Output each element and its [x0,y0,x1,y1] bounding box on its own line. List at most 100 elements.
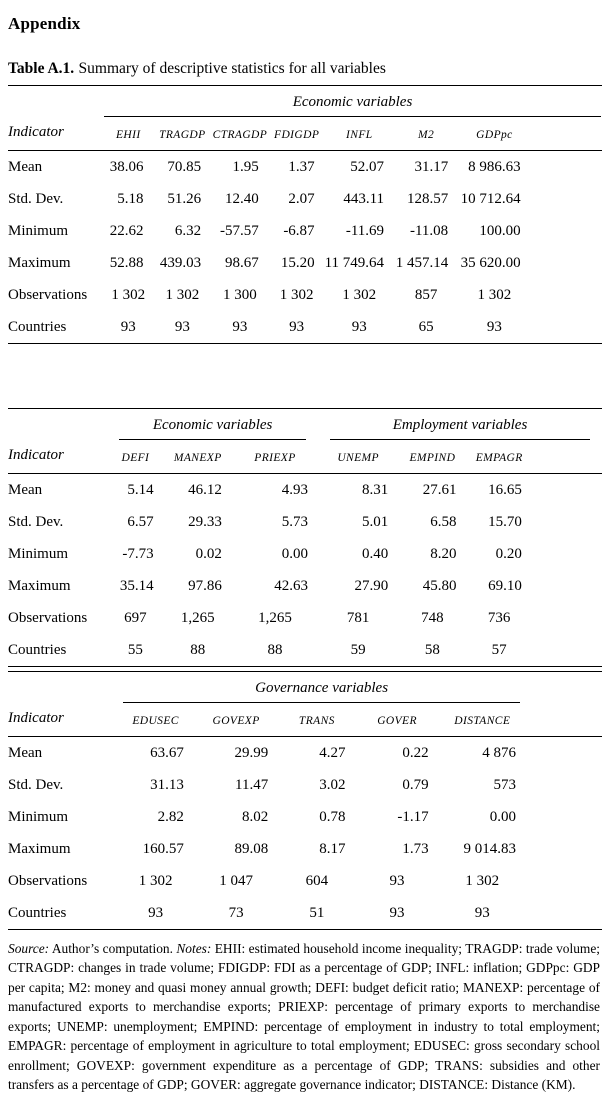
table-row: Observations 1 302 1 302 1 300 1 302 1 302 857… [8,279,602,311]
value-cell: 73 [228,904,244,921]
filler-cell [532,634,602,667]
value-cell: 89.08 [234,840,269,857]
value-cell: 42.63 [274,577,309,594]
value-cell: 9 014.83 [463,840,516,857]
indicator-column-header: Indicator [8,117,104,151]
value-cell: 55 [127,641,143,658]
group-header-row: Economic variables Employment variables [8,409,602,441]
row-label: Minimum [8,222,69,239]
filler-cell [531,183,602,215]
value-cell: 52.07 [350,158,385,175]
filler-cell [526,865,602,897]
column-header: UNEMP [318,440,399,474]
value-cell: 1 302 [138,872,173,889]
value-cell: 15.70 [488,513,522,530]
value-cell: 4 876 [482,744,516,761]
filler-cell [526,897,602,930]
indicator-column-header: Indicator [8,703,118,737]
appendix-heading: Appendix [8,14,81,33]
row-label: Mean [8,744,43,761]
table-caption-text: Summary of descriptive statistics for al… [78,60,386,77]
value-cell: 12.40 [224,190,259,207]
row-label: Minimum [8,808,69,825]
column-header: MANEXP [163,440,232,474]
value-cell: 93 [389,904,405,921]
value-cell: 128.57 [406,190,449,207]
value-cell: 93 [486,318,502,335]
value-cell: -1.17 [397,808,429,825]
value-cell: 1 300 [223,286,257,303]
filler-cell [526,833,602,865]
source-text: Author’s computation. [49,941,177,956]
value-cell: 46.12 [188,481,222,498]
value-cell: 93 [148,904,164,921]
value-cell: 697 [124,609,147,626]
value-cell: 27.61 [422,481,457,498]
column-header: TRAGDP [153,117,212,151]
value-cell: 1.37 [288,158,315,175]
value-cell: 51.26 [167,190,202,207]
value-cell: 5.73 [281,513,309,530]
value-cell: 4.27 [319,744,346,761]
value-cell: 439.03 [159,254,202,271]
column-header: EMPAGR [466,440,532,474]
value-cell: 22.62 [109,222,144,239]
value-cell: 29.33 [188,513,222,530]
indicator-column-header: Indicator [8,440,108,474]
value-cell: 45.80 [422,577,457,594]
filler-cell [531,151,602,184]
value-cell: 0.79 [402,776,429,793]
value-cell: 98.67 [224,254,259,271]
table-row: Maximum 52.88 439.03 98.67 15.20 11 749.64 1 4… [8,247,602,279]
group-spacer [8,86,103,118]
variable-group-label: Governance variables [123,677,520,703]
value-cell: 4.93 [281,481,309,498]
value-cell: 1 302 [477,286,512,303]
value-cell: 604 [305,872,329,889]
table-row: Minimum 22.62 6.32 -57.57 -6.87 -11.69 -11.08 1… [8,215,602,247]
value-cell: 93 [120,318,136,335]
value-cell: 857 [414,286,438,303]
table-caption-label: Table A.1. [8,60,75,77]
value-cell: 1.73 [402,840,429,857]
column-header: GOVER [355,703,439,737]
column-header: DISTANCE [438,703,526,737]
filler-column-header [530,117,602,151]
value-cell: 58 [424,641,440,658]
row-label: Std. Dev. [8,776,64,793]
value-cell: 748 [421,609,444,626]
value-cell: 35 620.00 [460,254,521,271]
row-label: Mean [8,481,43,498]
filler-cell [532,538,602,570]
value-cell: -11.08 [409,222,449,239]
row-label: Countries [8,641,67,658]
group-spacer [526,672,602,704]
value-cell: 5.14 [127,481,154,498]
table-row: Observations 697 1,265 1,265 781 748 736 [8,602,602,634]
table-footnote: Source: Author’s computation. Notes: EHI… [8,939,602,1095]
value-cell: 1.95 [232,158,259,175]
table-row: Minimum -7.73 0.02 0.00 0.40 8.20 0.20 [8,538,602,570]
value-cell: 1 302 [111,286,146,303]
column-header: GOVEXP [193,703,279,737]
value-cell: 6.32 [174,222,202,239]
value-cell: 573 [493,776,516,793]
value-cell: 0.78 [319,808,346,825]
row-label: Minimum [8,545,69,562]
value-cell: 0.00 [281,545,309,562]
value-cell: 70.85 [167,158,202,175]
descriptive-stats-table-economic-employment: Economic variables Employment variables In… [8,408,602,667]
table-row: Minimum 2.82 8.02 0.78 -1.17 0.00 [8,801,602,833]
value-cell: 63.67 [150,744,184,761]
filler-cell [532,602,602,634]
value-cell: 1,265 [180,609,215,626]
group-spacer [8,409,107,441]
value-cell: 88 [190,641,206,658]
column-header: TRANS [278,703,356,737]
value-cell: 15.20 [280,254,315,271]
table-row: Countries 93 73 51 93 93 [8,897,602,930]
table-row: Countries 93 93 93 93 93 65 93 [8,311,602,344]
column-header: INFL [324,117,395,151]
filler-cell [526,737,602,770]
